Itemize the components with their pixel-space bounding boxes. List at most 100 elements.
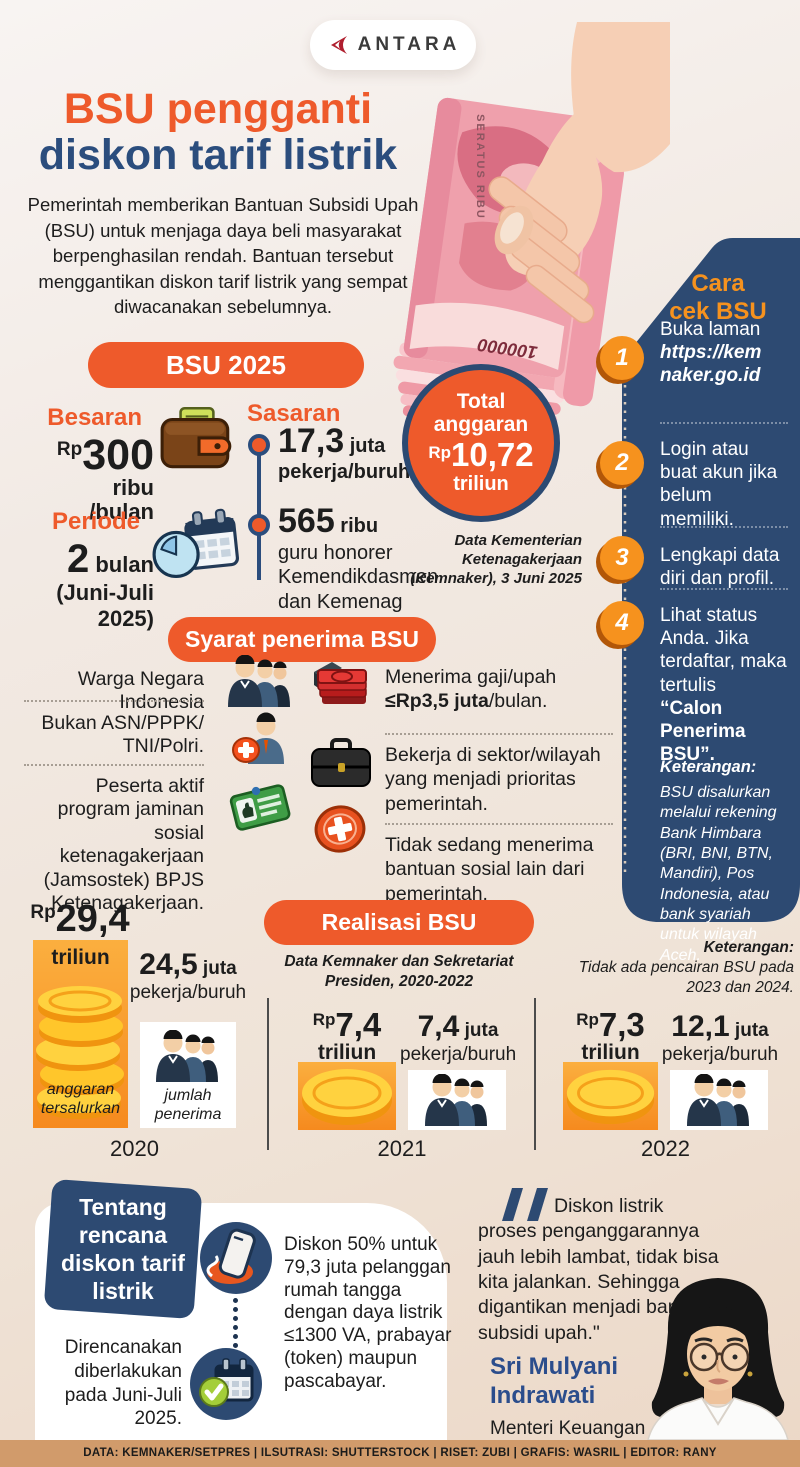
calendar-clock-icon (152, 508, 240, 579)
cara-cek-panel: Cara cek BSU 1 Buka laman https://kemnak… (600, 238, 800, 964)
budget-caption: anggaran tersalurkan (40, 1081, 121, 1118)
section-title-syarat: Syarat penerima BSU (168, 617, 436, 662)
year-label: 2021 (377, 1136, 427, 1161)
step-1-text: Buka laman https://kemnaker.go.id (660, 318, 786, 388)
recipients-2021: 7,4 juta pekerja/buruh (400, 1012, 516, 1066)
budget-2021: Rp7,4 triliun (298, 1008, 396, 1065)
membership-card-icon (229, 784, 291, 831)
syarat-left-item: Bukan ASN/PPPK/ TNI/Polri. (41, 712, 204, 758)
besaran-unit: ribu (112, 475, 154, 500)
sasaran-unit: juta (344, 435, 386, 457)
year-divider (267, 998, 269, 1150)
budget-unit: triliun (51, 946, 110, 969)
timeline-dot-icon (248, 514, 270, 536)
coin-icon (563, 1062, 658, 1130)
cara-cek-title: Cara cek BSU (650, 270, 786, 325)
periode-range: (Juni-Juli 2025) (56, 580, 154, 631)
step-number-2: 2 (600, 441, 644, 485)
quote-mark-icon (502, 1188, 548, 1221)
dotted-separator (385, 733, 613, 735)
sasaran-timeline (257, 438, 261, 580)
page-title: BSU pengganti diskon tarif listrik (22, 86, 414, 179)
total-anggaran-circle: Total anggaran Rp10,72 triliun (402, 364, 560, 522)
step-number-1: 1 (600, 336, 644, 380)
recipients-label: pekerja/buruh (661, 1044, 779, 1065)
sasaran-desc: guru honorer Kemendikdasmen dan Kemenag (278, 542, 439, 613)
sasaran-item: 565 ribu guru honorer Kemendikdasmen dan… (278, 502, 439, 614)
quote-text: Diskon listrik proses penganggarannya ja… (478, 1195, 719, 1344)
dotted-separator (385, 823, 613, 825)
year-label: 2022 (641, 1136, 690, 1161)
periode-block: Periode 2 bulan (Juni-Juli 2025) (2, 508, 154, 632)
dotted-separator (24, 700, 204, 702)
briefcase-icon (311, 738, 371, 787)
sasaran-value: 17,3 (278, 422, 345, 460)
sasaran-label: Sasaran (247, 400, 341, 427)
besaran-per: /bulan (89, 499, 154, 524)
calendar-check-icon (190, 1348, 262, 1420)
recipients-unit: juta (197, 958, 237, 979)
budget-box-2021 (298, 1062, 396, 1130)
year-label: 2020 (110, 1136, 159, 1161)
antara-logo: ANTARA (310, 20, 476, 70)
realisasi-note-text: Tidak ada pencairan BSU pada 2023 dan 20… (578, 959, 794, 997)
coin-icon (298, 1062, 396, 1130)
aid-badge-icon (314, 805, 366, 853)
phone-token-icon (200, 1222, 272, 1294)
quote-author-name: Sri Mulyani Indrawati (490, 1353, 619, 1410)
recipients-2020: 24,5 juta pekerja/buruh (128, 950, 248, 1004)
budget-unit: triliun (317, 1041, 377, 1064)
panel-separator (660, 526, 788, 528)
brand-name: ANTARA (357, 34, 461, 55)
budget-box-2022 (563, 1062, 658, 1130)
people-group-icon (228, 655, 292, 707)
recipients-value: 7,4 (417, 1010, 460, 1043)
sasaran-value: 565 (278, 502, 335, 540)
recipients-unit: juta (459, 1020, 499, 1041)
step-1-url: https://kemnaker.go.id (660, 342, 762, 387)
timeline-dot-icon (248, 434, 270, 456)
panel-separator (660, 588, 788, 590)
realisasi-note: Keterangan: Tidak ada pencairan BSU pada… (556, 938, 794, 998)
budget-prefix: Rp (30, 902, 56, 923)
recipients-value: 24,5 (139, 948, 198, 981)
tentang-left-note: Direncanakan diberlakukan pada Juni-Juli… (64, 1337, 182, 1430)
step-number-3: 3 (600, 536, 644, 580)
total-value: 10,72 (451, 436, 534, 474)
budget-value: 7,3 (598, 1006, 645, 1043)
realisasi-note-label: Keterangan: (703, 939, 794, 956)
budget-value: 7,4 (335, 1006, 382, 1043)
recipients-2022: 12,1 juta pekerja/buruh (660, 1012, 780, 1066)
besaran-prefix: Rp (56, 439, 83, 460)
recipients-box-2022 (670, 1070, 768, 1130)
step-4-text: Lihat status Anda. Jika terdaftar, maka … (660, 604, 788, 766)
besaran-block: Besaran Rp300 ribu /bulan (18, 404, 154, 525)
bsu2025-source: Data Kementerian Ketenagakerjaan (Kemnak… (410, 532, 582, 587)
budget-unit: triliun (581, 1041, 640, 1064)
panel-separator (660, 422, 788, 424)
footer-credits: DATA: KEMNAKER/SETPRES | ILSUTRASI: SHUT… (0, 1440, 800, 1467)
periode-unit: bulan (89, 552, 154, 577)
recipients-label: pekerja/buruh (400, 1044, 517, 1065)
realisasi-source: Data Kemnaker dan Sekretariat Presiden, … (284, 953, 514, 991)
cara-cek-title-line1: Cara (691, 270, 745, 297)
sasaran-item: 17,3 juta pekerja/buruh (278, 424, 413, 484)
total-prefix: Rp (428, 443, 452, 463)
budget-2022: Rp7,3 triliun (563, 1008, 658, 1065)
step-1-plain: Buka laman (660, 319, 761, 340)
syarat-right-bold: ≤Rp3,5 juta (385, 690, 489, 713)
syarat-right-text: Menerima gaji/upah (385, 666, 557, 688)
sasaran-desc: pekerja/buruh (278, 461, 411, 483)
svg-text:SERATUS RIBU: SERATUS RIBU (474, 114, 486, 220)
step-number-4: 4 (600, 601, 644, 645)
person-badge-icon (232, 712, 284, 764)
step-2-text: Login atau buat akun jika belum memiliki… (660, 439, 778, 530)
recipients-box-2021 (408, 1070, 506, 1130)
periode-label: Periode (51, 508, 140, 535)
syarat-right-text: /bulan. (488, 690, 548, 713)
antara-arrow-icon (330, 36, 347, 54)
sri-mulyani-portrait (647, 1278, 789, 1440)
section-title-bsu2025: BSU 2025 (88, 342, 364, 388)
budget-prefix: Rp (312, 1010, 336, 1029)
syarat-right-item: Tidak sedang menerima bantuan sosial lai… (385, 834, 594, 905)
